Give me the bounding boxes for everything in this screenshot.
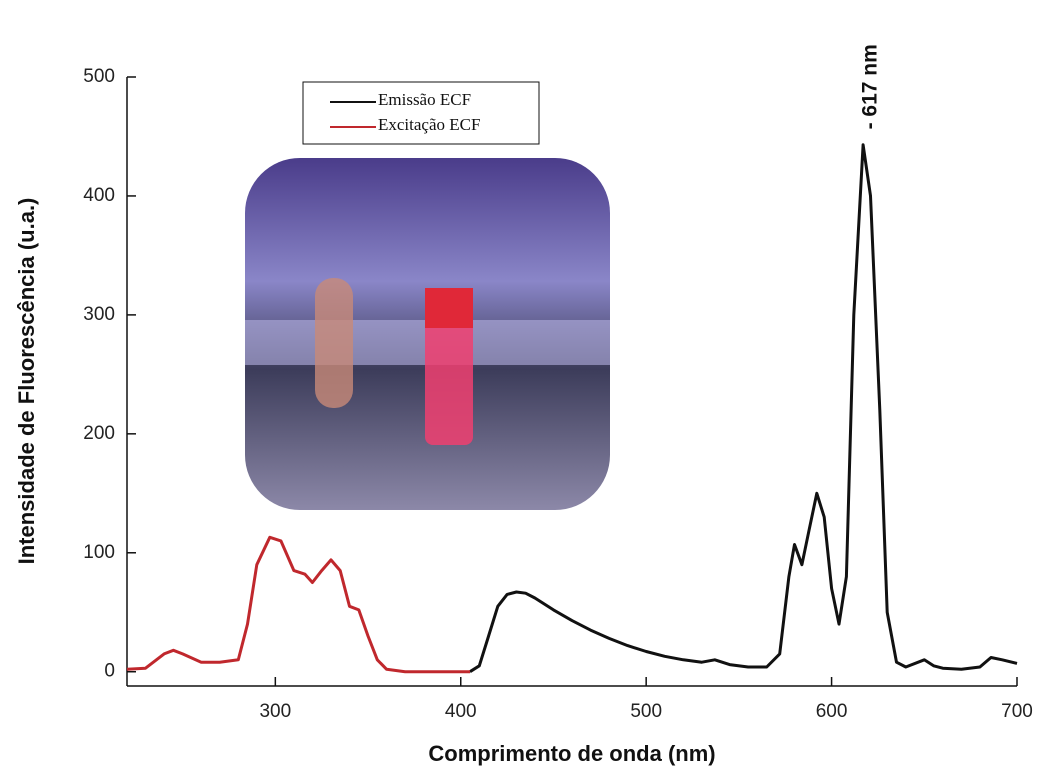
y-tick-label: 200 bbox=[83, 423, 115, 444]
y-tick-label: 0 bbox=[104, 661, 115, 682]
series-line bbox=[126, 535, 470, 674]
x-tick-label: 500 bbox=[630, 701, 662, 722]
series-line bbox=[469, 143, 1018, 673]
legend-label: Excitação ECF bbox=[378, 115, 480, 134]
legend-label: Emissão ECF bbox=[378, 90, 471, 109]
x-axis-title: Comprimento de onda (nm) bbox=[428, 741, 715, 766]
x-tick-label: 400 bbox=[445, 701, 477, 722]
y-axis-title: Intensidade de Fluorescência (u.a.) bbox=[14, 198, 39, 565]
y-tick-label: 100 bbox=[83, 542, 115, 563]
inset-photo bbox=[245, 158, 610, 510]
x-tick-label: 600 bbox=[816, 701, 848, 722]
legend: Emissão ECF Excitação ECF bbox=[302, 81, 540, 145]
y-tick-label: 500 bbox=[83, 66, 115, 87]
y-tick-label: 400 bbox=[83, 185, 115, 206]
x-tick-label: 300 bbox=[259, 701, 291, 722]
x-tick-label: 700 bbox=[1001, 701, 1033, 722]
y-tick-label: 300 bbox=[83, 304, 115, 325]
peak-annotation: - 617 nm bbox=[859, 44, 882, 129]
